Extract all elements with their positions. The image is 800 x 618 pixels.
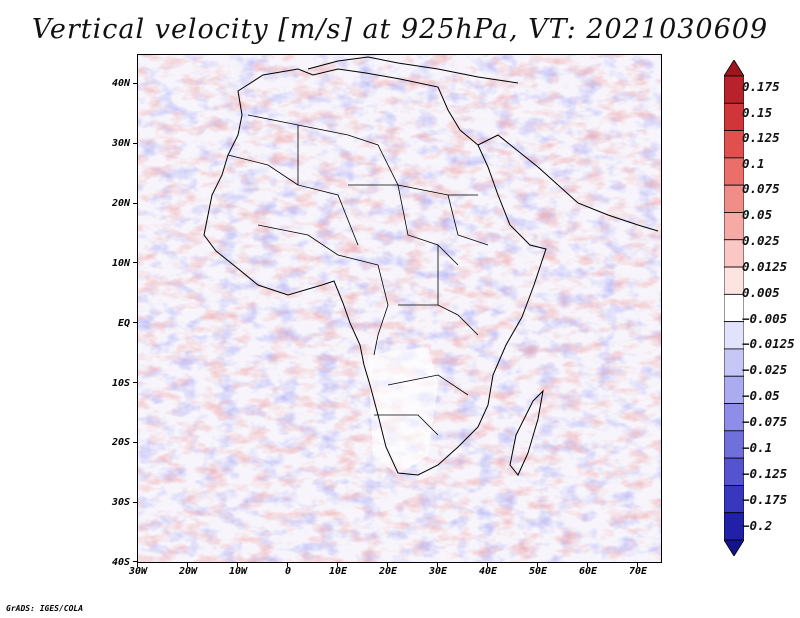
lon-tick [237, 563, 238, 567]
lat-tick [133, 561, 137, 563]
lat-label-30s: 30S [111, 497, 130, 508]
colorbar-label: −0.005 [742, 311, 788, 326]
colorbar-cell [724, 512, 744, 541]
lon-label-10w: 10W [228, 566, 248, 577]
arabia-coastline [477, 134, 659, 232]
colorbar-cell [724, 157, 744, 186]
colorbar [724, 60, 744, 556]
country-borders [227, 114, 489, 436]
colorbar-cell [724, 266, 744, 295]
colorbar-cell [724, 375, 744, 404]
lat-label-20n: 20N [111, 198, 130, 209]
colorbar-cell [724, 457, 744, 486]
lon-tick [537, 563, 538, 567]
colorbar-label: −0.2 [742, 518, 773, 533]
lon-tick [487, 563, 488, 567]
lon-label-20e: 20E [378, 566, 398, 577]
colorbar-label: 0.175 [742, 79, 780, 94]
grads-credit: GrADS: IGES/COLA [6, 604, 84, 613]
colorbar-cell [724, 430, 744, 459]
colorbar-cell [724, 102, 744, 131]
lat-label-30n: 30N [111, 138, 130, 149]
map-title: Vertical velocity [m/s] at 925hPa, VT: 2… [31, 14, 769, 45]
colorbar-label: −0.0125 [742, 336, 795, 351]
lon-label-60e: 60E [578, 566, 598, 577]
lon-label-30e: 30E [428, 566, 448, 577]
lat-label-20s: 20S [111, 437, 130, 448]
colorbar-cell [724, 130, 744, 159]
colorbar-cell [724, 239, 744, 268]
lat-label-10n: 10N [111, 258, 130, 269]
madagascar-coastline [509, 389, 544, 476]
lon-label-40e: 40E [478, 566, 498, 577]
colorbar-cell [724, 212, 744, 241]
lon-tick [287, 563, 288, 567]
map-panel [137, 54, 662, 563]
lon-tick [637, 563, 638, 567]
colorbar-label: −0.125 [742, 466, 788, 481]
colorbar-label: 0.125 [742, 130, 780, 145]
colorbar-label: −0.025 [742, 362, 788, 377]
field-positive-pattern [138, 55, 661, 562]
coastlines [203, 56, 659, 476]
lon-label-70e: 70E [628, 566, 648, 577]
lat-label-eq: EQ [117, 318, 130, 329]
lon-tick [437, 563, 438, 567]
lat-tick [133, 262, 137, 264]
colorbar-cell [724, 403, 744, 432]
lat-label-40s: 40S [111, 557, 130, 568]
colorbar-cell [724, 485, 744, 514]
colorbar-label: −0.175 [742, 492, 788, 507]
colorbar-bottom-arrow [724, 539, 744, 556]
lat-tick [133, 322, 137, 324]
colorbar-label: −0.05 [742, 388, 780, 403]
colorbar-cell [724, 348, 744, 377]
lon-label-50e: 50E [528, 566, 548, 577]
lon-tick [137, 563, 138, 567]
lat-tick [133, 202, 137, 204]
lon-tick [587, 563, 588, 567]
colorbar-label: 0.005 [742, 285, 780, 300]
lon-label-10e: 10E [328, 566, 348, 577]
colorbar-label: 0.0125 [742, 259, 788, 274]
colorbar-cell [724, 75, 744, 104]
africa-coastline [203, 68, 547, 476]
lat-tick [133, 501, 137, 503]
lat-tick [133, 382, 137, 383]
colorbar-cell [724, 293, 744, 323]
lon-label-20w: 20W [178, 566, 198, 577]
lat-label-40n: 40N [111, 78, 130, 89]
colorbar-cell [724, 184, 744, 213]
colorbar-label: 0.1 [742, 156, 765, 171]
lat-tick [133, 83, 137, 84]
colorbar-top-arrow [724, 60, 744, 77]
lon-label-0: 0 [284, 566, 292, 577]
lon-tick [187, 563, 188, 567]
lat-tick [133, 441, 137, 443]
europe-coastline [307, 56, 519, 84]
lat-tick [133, 142, 137, 144]
colorbar-label: 0.15 [742, 105, 773, 120]
lon-label-30w: 30W [128, 566, 148, 577]
colorbar-label: −0.075 [742, 414, 788, 429]
lat-label-10s: 10S [111, 378, 130, 389]
colorbar-label: 0.05 [742, 207, 773, 222]
colorbar-label: −0.1 [742, 440, 773, 455]
colorbar-label: 0.025 [742, 233, 780, 248]
lon-tick [337, 563, 338, 567]
lon-tick [387, 563, 388, 567]
colorbar-label: 0.075 [742, 181, 780, 196]
colorbar-cells [724, 60, 744, 556]
colorbar-cell [724, 321, 744, 350]
velocity-field-map [138, 55, 661, 562]
